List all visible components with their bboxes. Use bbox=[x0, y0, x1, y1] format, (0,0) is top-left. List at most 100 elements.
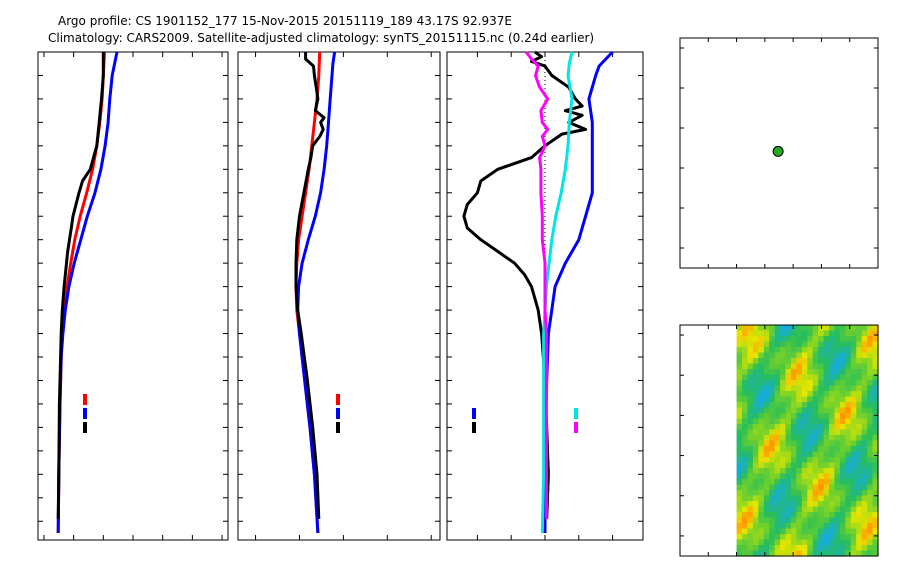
sla-cell bbox=[807, 523, 814, 530]
sla-cell bbox=[861, 341, 868, 348]
sla-cell bbox=[812, 435, 819, 442]
sla-cell bbox=[807, 341, 814, 348]
sla-cell bbox=[780, 330, 787, 337]
sla-cell bbox=[801, 473, 808, 480]
sla-cell bbox=[769, 523, 776, 530]
sla-cell bbox=[867, 462, 874, 469]
sla-cell bbox=[796, 418, 803, 425]
sla-cell bbox=[763, 512, 770, 519]
sla-cell bbox=[829, 380, 836, 387]
sla-cell bbox=[769, 385, 776, 392]
sla-cell bbox=[758, 352, 765, 359]
sla-cell bbox=[834, 446, 841, 453]
sla-cell bbox=[818, 495, 825, 502]
sla-cell bbox=[823, 369, 830, 376]
sla-cell bbox=[867, 457, 874, 464]
sla-cell bbox=[818, 484, 825, 491]
sla-cell bbox=[823, 352, 830, 359]
sla-cell bbox=[758, 413, 765, 420]
sla-cell bbox=[790, 539, 798, 546]
legend-swatch bbox=[83, 394, 87, 405]
sla-cell bbox=[790, 446, 798, 453]
sla-cell bbox=[861, 435, 868, 442]
sla-cell bbox=[763, 479, 770, 486]
sla-cell bbox=[839, 517, 846, 524]
sla-cell bbox=[736, 369, 743, 376]
sla-cell bbox=[834, 396, 841, 403]
sla-cell bbox=[818, 347, 825, 354]
sla-cell bbox=[752, 352, 759, 359]
sla-cell bbox=[850, 358, 857, 365]
sla-cell bbox=[872, 501, 879, 508]
sla-cell bbox=[785, 523, 792, 530]
sla-cell bbox=[812, 413, 819, 420]
sla-cell bbox=[872, 352, 879, 359]
sla-cell bbox=[834, 451, 841, 458]
sla-cell bbox=[861, 479, 868, 486]
sla-cell bbox=[872, 440, 879, 447]
sla-cell bbox=[752, 413, 759, 420]
sla-cell bbox=[801, 462, 808, 469]
sla-cell bbox=[774, 341, 781, 348]
sla-cell bbox=[845, 501, 852, 508]
sla-cell bbox=[747, 534, 754, 541]
sla-cell bbox=[736, 528, 743, 535]
sla-cell bbox=[763, 374, 770, 381]
sla-cell bbox=[856, 457, 863, 464]
series-line-2 bbox=[540, 51, 574, 534]
sla-cell bbox=[780, 506, 787, 513]
sla-cell bbox=[752, 446, 759, 453]
sla-cell bbox=[790, 473, 798, 480]
sla-cell bbox=[823, 380, 830, 387]
sla-cell bbox=[742, 462, 749, 469]
sla-cell bbox=[774, 528, 781, 535]
sla-cell bbox=[867, 341, 874, 348]
sla-cell bbox=[856, 407, 863, 414]
sla-cell bbox=[796, 380, 803, 387]
sla-cell bbox=[790, 484, 798, 491]
sla-cell bbox=[856, 545, 863, 552]
sla-cell bbox=[736, 347, 743, 354]
sla-cell bbox=[861, 446, 868, 453]
sla-cell bbox=[790, 528, 798, 535]
sla-cell bbox=[763, 501, 770, 508]
sla-cell bbox=[845, 473, 852, 480]
sla-cell bbox=[867, 380, 874, 387]
sla-cell bbox=[774, 374, 781, 381]
sla-cell bbox=[807, 451, 814, 458]
sla-cell bbox=[823, 523, 830, 530]
sla-cell bbox=[807, 534, 814, 541]
sla-cell bbox=[812, 457, 819, 464]
sla-cell bbox=[834, 336, 841, 343]
sla-cell bbox=[736, 506, 743, 513]
sla-cell bbox=[736, 435, 743, 442]
sla-cell bbox=[861, 484, 868, 491]
sla-cell bbox=[812, 539, 819, 546]
sla-cell bbox=[752, 374, 759, 381]
sla-cell bbox=[785, 539, 792, 546]
sla-cell bbox=[850, 363, 857, 370]
sla-cell bbox=[839, 363, 846, 370]
sla-cell bbox=[823, 534, 830, 541]
sla-cell bbox=[752, 517, 759, 524]
sla-cell bbox=[758, 479, 765, 486]
sla-cell bbox=[850, 369, 857, 376]
sla-cell bbox=[763, 330, 770, 337]
sla-cell bbox=[747, 402, 754, 409]
sla-cell bbox=[812, 374, 819, 381]
sla-cell bbox=[834, 440, 841, 447]
sla-cell bbox=[758, 523, 765, 530]
sla-cell bbox=[790, 341, 798, 348]
sla-cell bbox=[818, 341, 825, 348]
sla-cell bbox=[758, 528, 765, 535]
sla-cell bbox=[763, 517, 770, 524]
sla-cell bbox=[790, 330, 798, 337]
sla-cell bbox=[850, 512, 857, 519]
sla-cell bbox=[856, 501, 863, 508]
sla-cell bbox=[861, 396, 868, 403]
sla-cell bbox=[780, 391, 787, 398]
sla-cell bbox=[763, 369, 770, 376]
sla-cell bbox=[774, 358, 781, 365]
sla-cell bbox=[872, 479, 879, 486]
sla-cell bbox=[845, 336, 852, 343]
